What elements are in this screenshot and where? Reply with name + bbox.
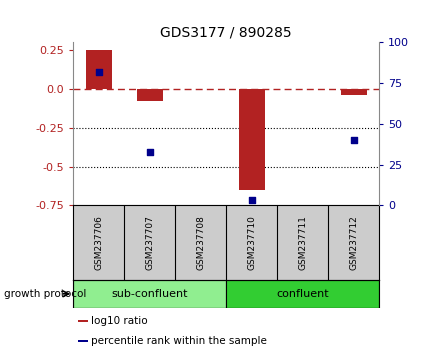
Text: confluent: confluent: [276, 289, 329, 299]
Text: GSM237708: GSM237708: [196, 215, 205, 270]
Bar: [340, 89, 366, 95]
Text: GSM237706: GSM237706: [94, 215, 103, 270]
Bar: [77, 340, 88, 342]
Title: GDS3177 / 890285: GDS3177 / 890285: [160, 26, 292, 40]
Text: growth protocol: growth protocol: [4, 289, 86, 299]
Bar: [86, 50, 111, 89]
Text: percentile rank within the sample: percentile rank within the sample: [91, 336, 267, 346]
Bar: [226, 280, 378, 308]
Text: log10 ratio: log10 ratio: [91, 316, 147, 326]
Text: sub-confluent: sub-confluent: [111, 289, 187, 299]
Point: [248, 198, 255, 203]
Text: GSM237707: GSM237707: [145, 215, 154, 270]
Text: GSM237711: GSM237711: [298, 215, 307, 270]
Point: [350, 137, 356, 143]
Point: [95, 69, 102, 75]
Text: GSM237712: GSM237712: [348, 215, 357, 270]
Bar: [73, 280, 226, 308]
Bar: [137, 89, 162, 101]
Text: GSM237710: GSM237710: [247, 215, 256, 270]
Point: [146, 149, 153, 154]
Bar: [239, 89, 264, 190]
Bar: [77, 320, 88, 322]
